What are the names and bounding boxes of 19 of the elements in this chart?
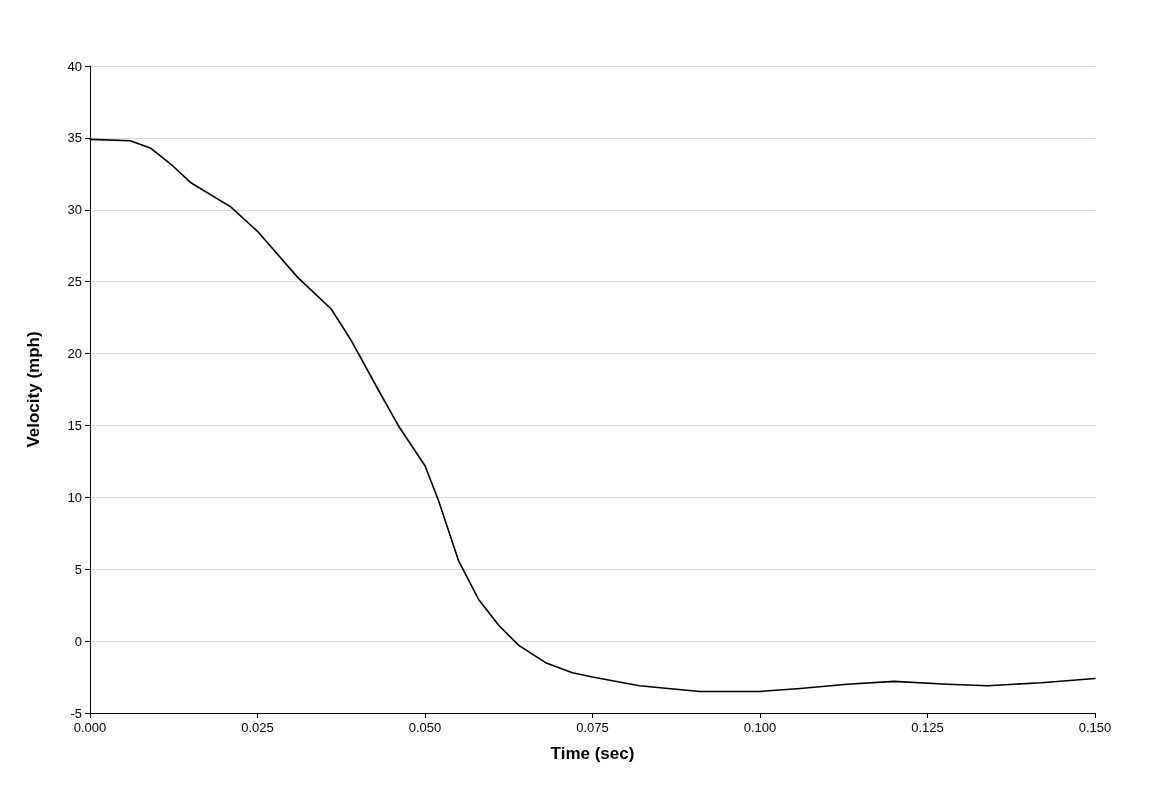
y-axis-title: Velocity (mph) bbox=[24, 331, 43, 448]
y-tick-label: 15 bbox=[67, 417, 82, 433]
y-tick-label: 35 bbox=[67, 130, 82, 146]
y-tick-label: 40 bbox=[67, 58, 82, 74]
x-axis-title: Time (sec) bbox=[550, 744, 635, 763]
x-tick-label: 0.050 bbox=[408, 720, 442, 735]
x-tick-label: 0.125 bbox=[911, 720, 944, 735]
y-tick-label: 10 bbox=[67, 489, 82, 505]
x-tick-label: 0.025 bbox=[241, 720, 274, 735]
y-tick-label: 30 bbox=[67, 202, 82, 218]
x-tick-label: 0.150 bbox=[1078, 720, 1112, 735]
y-tick-label: 0 bbox=[74, 633, 82, 649]
y-tick-label: -5 bbox=[70, 705, 82, 721]
y-tick-label: 5 bbox=[74, 561, 82, 577]
x-tick-label: 0.000 bbox=[73, 720, 107, 735]
y-tick-label: 25 bbox=[67, 274, 82, 290]
y-tick-label: 20 bbox=[67, 346, 82, 362]
x-tick-label: 0.100 bbox=[743, 720, 777, 735]
x-tick-label: 0.075 bbox=[576, 720, 609, 735]
